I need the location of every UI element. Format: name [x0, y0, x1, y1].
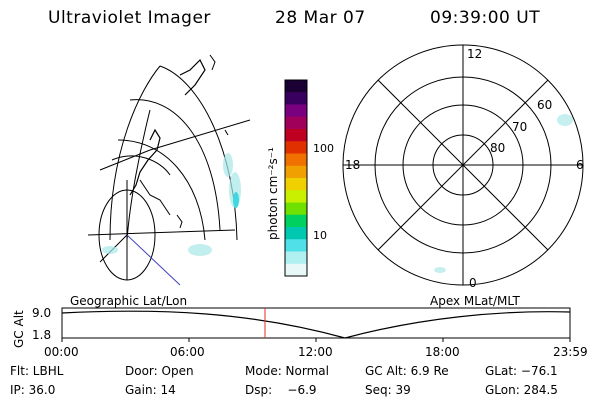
time-label: 09:39:00 UT [430, 8, 541, 28]
gain-info: Gain: 14 [125, 383, 176, 397]
mlt-label-0: 0 [469, 276, 477, 290]
latitude-arc [117, 139, 206, 241]
latitude-arc [111, 155, 171, 176]
longitude-line [99, 119, 251, 171]
dsp-info: Dsp: −6.9 [245, 383, 317, 397]
left-panel-label: Geographic Lat/Lon [70, 294, 188, 308]
altitude-curve [61, 310, 571, 339]
mlt-label-18: 18 [345, 158, 361, 172]
aurora-bright-spot [233, 192, 239, 208]
ip-info: IP: 36.0 [10, 383, 56, 397]
colorbar-band [285, 129, 307, 142]
globe-limb-arc [159, 65, 238, 241]
date-label: 28 Mar 07 [275, 8, 366, 28]
colorbar [284, 79, 308, 277]
colorbar-band [285, 92, 307, 105]
mlt-label-12: 12 [467, 47, 483, 61]
mlat-label-60: 60 [537, 98, 553, 112]
mlt-label-6: 6 [576, 158, 584, 172]
colorbar-band [285, 263, 307, 277]
filter-info: Flt: LBHL [10, 364, 64, 378]
colorbar-band [285, 214, 307, 228]
colorbar-band [285, 202, 307, 216]
coastline [139, 179, 171, 216]
altitude-ytick-1.8: 1.8 [32, 328, 52, 342]
mode-info: Mode: Normal [245, 364, 329, 378]
colorbar-frame [284, 79, 308, 277]
coastline [129, 128, 161, 196]
globe-limb-arc [109, 65, 161, 241]
longitude-line [126, 109, 151, 241]
altitude-plot-frame [61, 307, 571, 339]
longitude-line [87, 229, 236, 236]
colorbar-band [285, 104, 307, 118]
colorbar-band [285, 227, 307, 240]
aurora-emission [434, 267, 446, 273]
colorbar-band [285, 190, 307, 203]
door-info: Door: Open [125, 364, 194, 378]
colorbar-band [285, 165, 307, 179]
coastline [224, 129, 229, 136]
time-tick-0000: 00:00 [44, 345, 79, 359]
aurora-emission [557, 114, 573, 126]
glon-info: GLon: 284.5 [485, 383, 558, 397]
colorbar-band [285, 116, 307, 130]
colorbar-band [285, 80, 307, 93]
colorbar-band [285, 251, 307, 265]
mlat-label-80: 80 [490, 141, 506, 155]
mlt-line [377, 79, 549, 251]
latitude-arc [129, 99, 221, 231]
right-panel-label: Apex MLat/MLT [430, 294, 520, 308]
colorbar-band [285, 239, 307, 252]
colorbar-tick-10: 10 [313, 229, 327, 242]
colorbar-band [285, 178, 307, 191]
time-tick-0600: 06:00 [170, 345, 205, 359]
terminator-line [126, 234, 181, 286]
seq-info: Seq: 39 [365, 383, 411, 397]
instrument-title: Ultraviolet Imager [48, 8, 211, 28]
gc-alt-info: GC Alt: 6.9 Re [365, 364, 449, 378]
colorbar-band [285, 141, 307, 154]
time-tick-2359: 23:59 [553, 345, 588, 359]
coastline [179, 58, 206, 96]
colorbar-tick-100: 100 [313, 142, 334, 155]
coastline [209, 54, 216, 71]
mlat-label-70: 70 [512, 120, 528, 134]
coastline [176, 214, 183, 229]
time-tick-1200: 12:00 [298, 345, 333, 359]
colorbar-band [285, 153, 307, 167]
altitude-ytick-9: 9.0 [32, 306, 52, 320]
time-tick-1800: 18:00 [425, 345, 460, 359]
glat-info: GLat: −76.1 [485, 364, 558, 378]
